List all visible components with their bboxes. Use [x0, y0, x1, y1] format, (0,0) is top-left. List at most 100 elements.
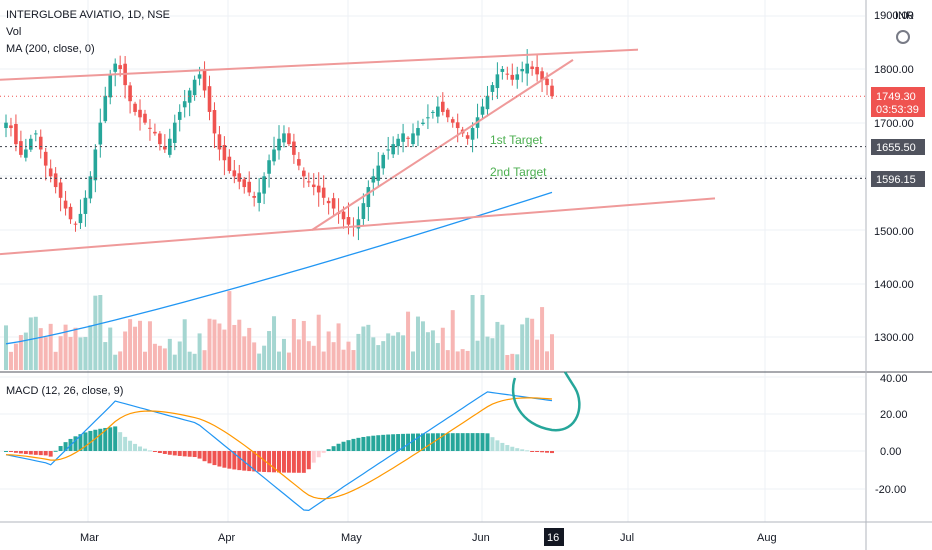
macd-hist-91	[455, 433, 460, 451]
macd-hist-32	[162, 451, 167, 454]
macd-hist-60	[301, 451, 306, 473]
price-tick-1700: 1700.00	[874, 118, 914, 130]
price-tick-1500: 1500.00	[874, 226, 914, 238]
macd-hist-55	[277, 451, 281, 473]
macd-pane	[0, 371, 865, 512]
macd-hist-77	[386, 434, 391, 451]
macd-hist-35	[177, 451, 182, 456]
volume-bar-73	[366, 324, 371, 370]
candle-body-88	[441, 101, 445, 112]
candle-body-9	[48, 168, 53, 177]
macd-line	[5, 391, 553, 512]
volume-bar-66	[331, 342, 336, 370]
macd-hist-31	[157, 451, 162, 454]
candle-body-11	[58, 182, 63, 198]
price-axis[interactable]: 1900.00 INR 1800.00 1700.00 1500.00 1400…	[871, 10, 925, 344]
candle-body-75	[376, 165, 381, 181]
current-date-badge	[544, 528, 564, 546]
candle-body-104	[520, 69, 525, 72]
macd-hist-4	[23, 451, 28, 455]
macd-hist-102	[510, 446, 515, 451]
candle-body-103	[515, 74, 520, 80]
volume-bar-3	[18, 335, 23, 370]
macd-hist-57	[286, 451, 291, 473]
macd-hist-93	[465, 433, 470, 451]
candle-body-32	[163, 146, 167, 150]
macd-hist-34	[172, 451, 177, 456]
candle-body-77	[386, 149, 390, 151]
volume-bar-23	[118, 351, 123, 370]
volume-bar-76	[381, 341, 386, 370]
candle-body-97	[485, 95, 490, 110]
candle-body-102	[510, 74, 515, 80]
volume-bar-92	[460, 349, 465, 370]
candle-body-53	[267, 160, 271, 174]
candle-body-26	[133, 103, 137, 112]
macd-hist-85	[425, 433, 430, 451]
volume-bar-11	[58, 336, 63, 370]
macd-hist-44	[222, 451, 227, 468]
volume-bar-57	[286, 352, 291, 370]
volume-bar-49	[247, 327, 252, 370]
volume-bar-109	[545, 351, 550, 370]
candle-body-22	[113, 63, 117, 72]
macd-tick-0: 0.00	[880, 446, 901, 458]
volume-bar-27	[138, 320, 143, 370]
candle-body-20	[103, 95, 108, 122]
candle-body-35	[177, 111, 182, 120]
candle-body-66	[331, 198, 336, 209]
volume-bar-2	[13, 343, 18, 370]
volume-bar-63	[316, 314, 321, 370]
macd-hist-62	[311, 451, 316, 463]
time-tick-16: 16	[547, 532, 559, 544]
volume-bar-37	[187, 351, 192, 370]
volume-bar-86	[430, 330, 435, 370]
volume-bar-69	[346, 341, 351, 370]
macd-hist-14	[73, 436, 78, 451]
macd-hist-64	[321, 451, 326, 453]
candle-body-16	[83, 197, 88, 214]
volume-bar-46	[232, 324, 237, 370]
candle-body-17	[88, 176, 93, 199]
macd-hist-25	[128, 440, 133, 451]
macd-hist-21	[108, 427, 113, 451]
volume-bar-107	[535, 339, 540, 370]
volume-bar-32	[162, 348, 167, 370]
candle-body-46	[232, 170, 237, 177]
macd-axis[interactable]: 40.00 20.00 0.00 -20.00	[875, 373, 908, 496]
macd-hist-94	[470, 433, 475, 451]
volume-bar-19	[98, 295, 103, 370]
macd-hist-51	[257, 451, 262, 472]
macd-hist-30	[152, 451, 157, 452]
candle-body-15	[78, 213, 83, 224]
price-tick-1900: 1900.00	[874, 10, 914, 22]
candle-body-43	[217, 134, 222, 150]
volume-bar-16	[83, 336, 88, 370]
price-tick-1800: 1800.00	[874, 64, 914, 76]
macd-tick-neg20: -20.00	[875, 484, 906, 496]
volume-bar-15	[78, 337, 83, 370]
volume-bar-58	[291, 318, 296, 370]
candle-body-105	[525, 63, 529, 74]
volume-bar-7	[38, 328, 43, 370]
volume-bar-34	[172, 354, 177, 370]
macd-hist-38	[192, 451, 197, 458]
candle-body-38	[192, 79, 197, 96]
time-axis[interactable]: Mar Apr May Jun 16 Jul Aug	[80, 528, 777, 546]
candle-body-23	[118, 65, 122, 69]
macd-hist-40	[202, 451, 207, 462]
candle-body-72	[361, 203, 366, 219]
candle-body-29	[148, 127, 152, 129]
volume-bar-79	[396, 332, 401, 370]
candle-body-85	[426, 117, 430, 119]
candle-body-6	[33, 133, 38, 135]
currency-label: INR	[895, 10, 914, 22]
lower-channel-line	[0, 197, 716, 256]
macd-hist-5	[28, 451, 33, 455]
macd-hist-54	[272, 451, 277, 473]
settings-gear-icon[interactable]	[896, 30, 910, 44]
volume-bar-33	[167, 338, 172, 370]
candle-body-108	[540, 71, 544, 80]
macd-hist-42	[212, 451, 217, 466]
